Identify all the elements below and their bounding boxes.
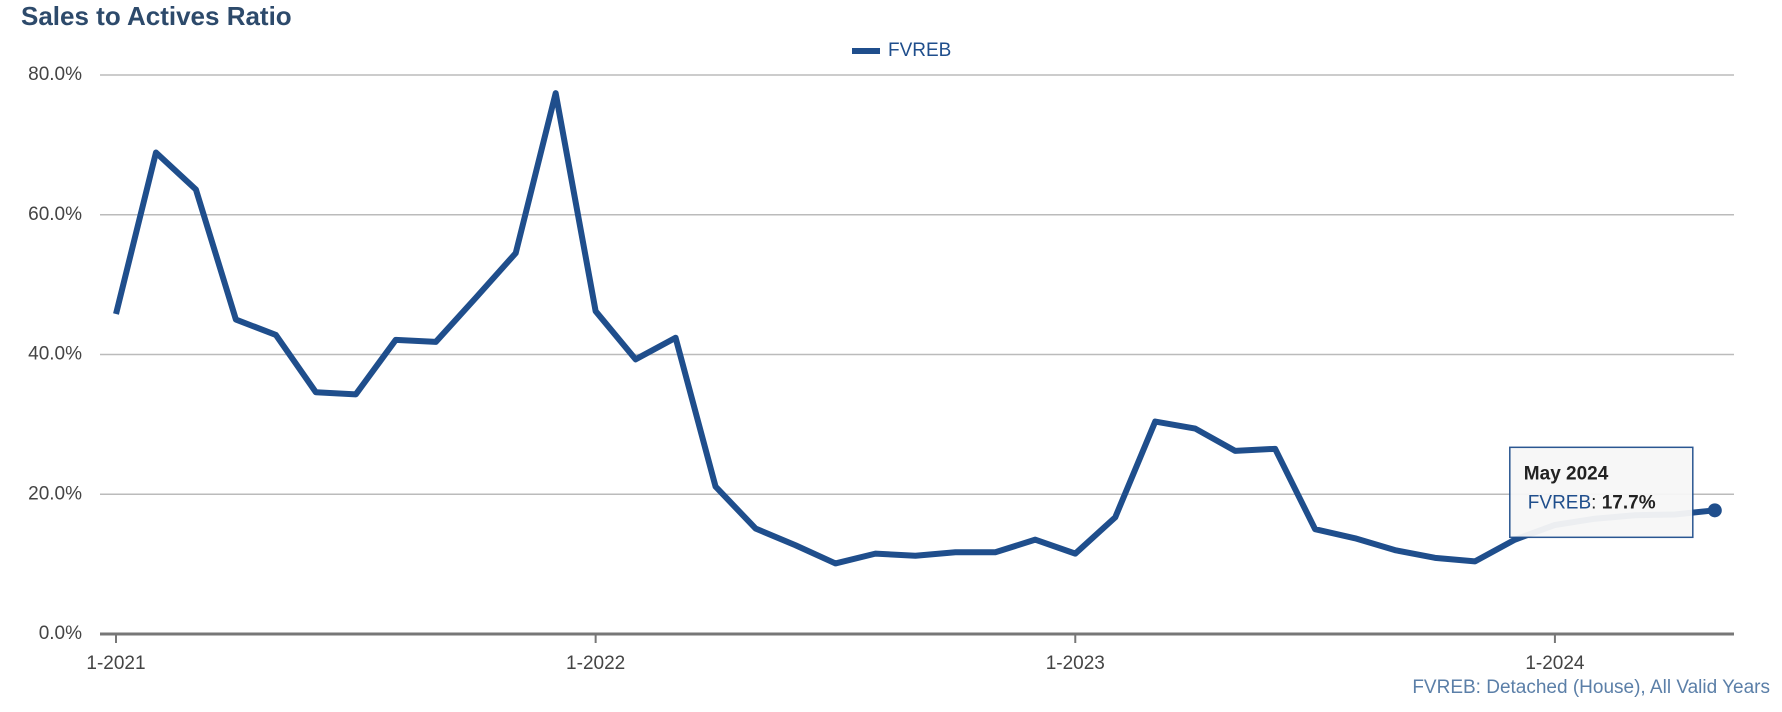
y-tick-label: 40.0% [28,344,82,365]
tooltip-series-name: FVREB [1528,492,1591,513]
y-tick-label: 20.0% [28,483,82,504]
legend-label: FVREB [888,40,951,61]
x-tick-label: 1-2021 [86,653,145,674]
tooltip-series: FVREB: 17.7% [1528,492,1656,513]
x-tick-label: 1-2022 [566,653,625,674]
y-tick-label: 0.0% [39,623,82,644]
data-line [113,90,1716,567]
chart-title: Sales to Actives Ratio [21,1,292,31]
y-tick-label: 60.0% [28,204,82,225]
y-tick-label: 80.0% [28,64,82,85]
tooltip-value: 17.7% [1602,492,1656,513]
highlight-point [1707,503,1722,518]
tooltip-title: May 2024 [1524,463,1609,484]
x-tick-label: 1-2023 [1046,653,1105,674]
tooltip-box [1509,446,1694,539]
x-tick-label: 1-2024 [1525,653,1585,674]
source-note: FVREB: Detached (House), All Valid Years [1412,677,1770,698]
